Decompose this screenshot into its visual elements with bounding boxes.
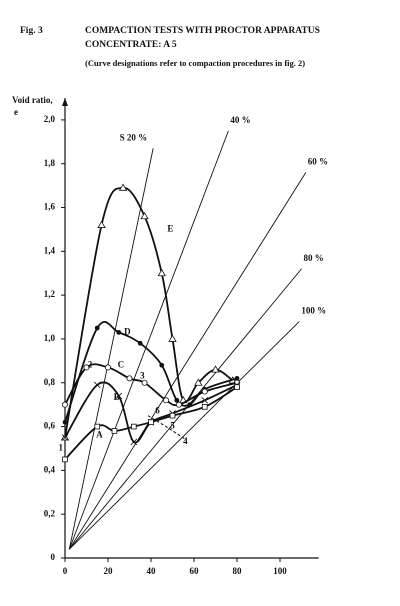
curve-label: C [118, 359, 125, 369]
data-point [140, 211, 149, 220]
annotation: 3 [140, 370, 145, 380]
data-point [163, 397, 170, 404]
data-point [211, 365, 220, 373]
chart-subtitle: CONCENTRATE: A 5 [85, 40, 177, 50]
data-point [194, 378, 203, 386]
curve-label: B [114, 392, 120, 402]
curve-label: A [96, 429, 103, 439]
data-point [126, 375, 133, 382]
saturation-line [68, 172, 307, 550]
curve [64, 381, 238, 444]
data-point [94, 423, 101, 430]
data-point [159, 362, 165, 368]
data-point [130, 423, 137, 430]
saturation-label: 40 % [230, 115, 250, 125]
data-point [169, 412, 176, 419]
x-tick-label: 20 [104, 566, 114, 576]
saturation-line [68, 148, 154, 550]
dashed-line [147, 415, 187, 441]
annotation: 1 [58, 443, 63, 453]
y-tick-label: 1,8 [44, 158, 56, 168]
data-point [174, 397, 180, 403]
annotation: 4 [183, 436, 188, 446]
y-axis-arrow [62, 98, 68, 106]
data-point [83, 364, 90, 371]
y-tick-label: 1,6 [44, 202, 56, 212]
data-point [201, 397, 209, 404]
saturation-line [68, 130, 229, 550]
y-tick-label: 0 [51, 552, 56, 562]
y-axis-symbol: e [14, 107, 18, 117]
chart-title: COMPACTION TESTS WITH PROCTOR APPARATUS [85, 26, 320, 36]
data-point [175, 401, 182, 408]
data-point [115, 392, 123, 400]
data-point [130, 438, 138, 446]
x-tick-label: 100 [273, 566, 287, 576]
data-point [62, 456, 68, 463]
data-point [141, 379, 148, 386]
saturation-label: 60 % [308, 157, 328, 167]
figure-number: Fig. 3 [20, 26, 43, 36]
data-point [93, 381, 101, 389]
x-tick-label: 80 [233, 566, 243, 576]
annotation: 2 [88, 359, 93, 369]
y-axis-label: Void ratio, [12, 95, 53, 105]
x-tick-label: 0 [63, 566, 68, 576]
data-point [111, 428, 118, 434]
y-tick-label: 0,6 [44, 421, 56, 431]
data-point [94, 325, 100, 331]
data-point [234, 384, 240, 390]
y-tick-label: 0,2 [44, 508, 56, 518]
curve-label: D [124, 326, 131, 336]
x-tick-label: 60 [190, 566, 200, 576]
curve [64, 186, 234, 438]
x-tick-label: 40 [147, 566, 157, 576]
saturation-label: S 20 % [120, 132, 148, 142]
data-point [116, 329, 122, 335]
annotation: 6 [155, 405, 160, 415]
y-tick-label: 1,4 [44, 245, 56, 255]
data-point [168, 334, 177, 342]
data-point [157, 268, 166, 277]
y-tick-label: 1,2 [44, 289, 56, 299]
data-point [201, 388, 208, 395]
data-point [62, 419, 68, 425]
curve-label: E [167, 223, 173, 233]
y-tick-label: 2,0 [44, 114, 56, 124]
y-tick-label: 0,4 [44, 464, 56, 474]
y-tick-label: 0,8 [44, 377, 56, 387]
data-point [201, 404, 208, 410]
data-point [62, 401, 69, 408]
data-point [105, 364, 112, 371]
data-point [118, 183, 128, 191]
saturation-line [68, 321, 300, 550]
annotation: 5 [170, 421, 175, 431]
data-point [137, 340, 143, 346]
data-point [97, 220, 106, 228]
saturation-label: 80 % [304, 253, 324, 263]
data-point [61, 434, 69, 441]
chart-note: (Curve designations refer to compaction … [85, 58, 305, 68]
y-tick-label: 1,0 [44, 333, 56, 343]
data-point [148, 419, 154, 425]
saturation-label: 100 % [301, 305, 326, 315]
